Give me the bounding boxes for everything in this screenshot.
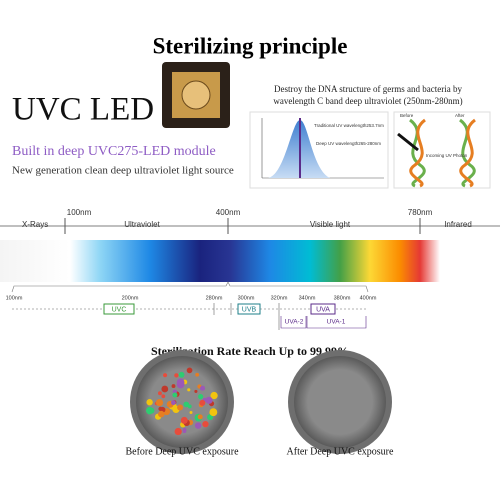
germ [197, 414, 203, 420]
product-tagline: New generation clean deep ultraviolet li… [12, 165, 234, 177]
scale-tick: 300nm [238, 295, 255, 301]
germ [198, 394, 204, 400]
germ [180, 416, 188, 424]
germ [146, 399, 153, 406]
dish-inner [294, 356, 386, 448]
germ [174, 427, 182, 436]
mini-label: Traditional UV wavelength253.7nm [314, 123, 384, 128]
germ [161, 385, 169, 393]
boundary-label: 400nm [216, 208, 241, 217]
scale-tick: 340nm [299, 295, 316, 301]
boundary-label: 100nm [67, 208, 92, 217]
mini-label: Deep UV wavelength265-280nm [316, 141, 381, 146]
germ [171, 384, 176, 389]
band-box [237, 303, 261, 315]
germ [210, 391, 218, 400]
germ [172, 392, 178, 398]
germ [183, 401, 190, 408]
germ [178, 371, 185, 378]
germ [161, 394, 166, 399]
band-box [310, 303, 336, 315]
spectrum-bar [0, 240, 500, 282]
product-name: UVC LED [12, 92, 154, 128]
dna-panel [393, 111, 491, 189]
band-label: UVB [242, 306, 257, 313]
region-label: Ultraviolet [124, 220, 160, 229]
region-label: X-Rays [22, 220, 48, 229]
germ [199, 385, 206, 391]
scale-tick: 100nm [6, 295, 23, 301]
scale-tick: 280nm [206, 295, 223, 301]
germ [155, 399, 164, 407]
germ [176, 378, 185, 387]
scale-tick: 380nm [334, 295, 351, 301]
germ [182, 429, 187, 434]
region-label: Infrared [444, 220, 472, 229]
scale-tick: 200nm [122, 295, 139, 301]
germ [209, 408, 218, 417]
band-box [103, 303, 135, 315]
band-label: UVA-2 [285, 319, 304, 326]
germs [145, 367, 218, 436]
caption: Before Deep UVC exposure [125, 446, 239, 457]
germ [171, 400, 176, 406]
germ [202, 420, 209, 428]
region-label: Visible light [310, 220, 351, 229]
band-label: UVC [112, 306, 127, 313]
principle-line: wavelength C band deep ultraviolet (250n… [273, 96, 462, 106]
band-bracket [306, 316, 367, 329]
title: Sterilizing principle [153, 33, 348, 58]
dna-label: After [455, 113, 465, 118]
dna-strand [409, 118, 426, 188]
dna-label: Before [400, 113, 414, 118]
scale-tick: 320nm [271, 295, 288, 301]
germ [177, 404, 184, 411]
germ [158, 410, 165, 418]
boundary-label: 780nm [408, 208, 433, 217]
germ [199, 399, 206, 406]
led-lens [181, 80, 211, 110]
photon-arrow [397, 132, 419, 152]
germ [208, 415, 213, 420]
principle-line: Destroy the DNA structure of germs and b… [274, 84, 462, 94]
dna-label: Incoming UV Photon [426, 153, 468, 158]
germ [145, 406, 154, 415]
product-module: Built in deep UVC275-LED module [12, 144, 216, 159]
germ [194, 422, 202, 429]
germ [162, 373, 168, 378]
band-label: UVA-1 [327, 319, 346, 326]
germ [186, 367, 193, 374]
germ [187, 388, 191, 392]
zoom-bracket [11, 281, 369, 293]
germ [205, 396, 213, 404]
band-bracket [280, 316, 307, 329]
germ [195, 372, 200, 377]
caption: After Deep UVC exposure [287, 446, 394, 457]
scale-tick: 400nm [360, 295, 377, 301]
band-label: UVA [316, 306, 330, 313]
germ [187, 404, 192, 409]
germ [194, 389, 198, 393]
germ [174, 373, 179, 378]
dna-strand [459, 118, 476, 188]
germ [158, 391, 162, 396]
germ [189, 410, 193, 414]
